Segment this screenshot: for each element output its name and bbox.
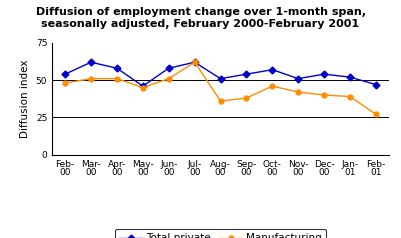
- Total private: [63, 73, 67, 76]
- Total private: [166, 67, 171, 70]
- Total private: [140, 85, 145, 88]
- Y-axis label: Diffusion index: Diffusion index: [20, 60, 30, 138]
- Total private: [322, 73, 326, 76]
- Manufacturing: [63, 82, 67, 84]
- Total private: [348, 76, 352, 79]
- Total private: [374, 83, 379, 86]
- Manufacturing: [89, 77, 93, 80]
- Manufacturing: [166, 77, 171, 80]
- Total private: [296, 77, 301, 80]
- Total private: [244, 73, 249, 76]
- Total private: [270, 68, 275, 71]
- Manufacturing: [296, 91, 301, 94]
- Manufacturing: [322, 94, 326, 96]
- Manufacturing: [244, 97, 249, 99]
- Text: Diffusion of employment change over 1-month span,
seasonally adjusted, February : Diffusion of employment change over 1-mo…: [36, 7, 365, 29]
- Manufacturing: [348, 95, 352, 98]
- Line: Manufacturing: Manufacturing: [63, 60, 379, 117]
- Manufacturing: [218, 99, 223, 102]
- Manufacturing: [192, 61, 197, 64]
- Total private: [115, 67, 119, 70]
- Total private: [192, 61, 197, 64]
- Manufacturing: [140, 86, 145, 89]
- Manufacturing: [374, 113, 379, 116]
- Manufacturing: [115, 77, 119, 80]
- Manufacturing: [270, 85, 275, 88]
- Total private: [89, 61, 93, 64]
- Legend: Total private, Manufacturing: Total private, Manufacturing: [115, 229, 326, 238]
- Line: Total private: Total private: [63, 60, 379, 89]
- Total private: [218, 77, 223, 80]
